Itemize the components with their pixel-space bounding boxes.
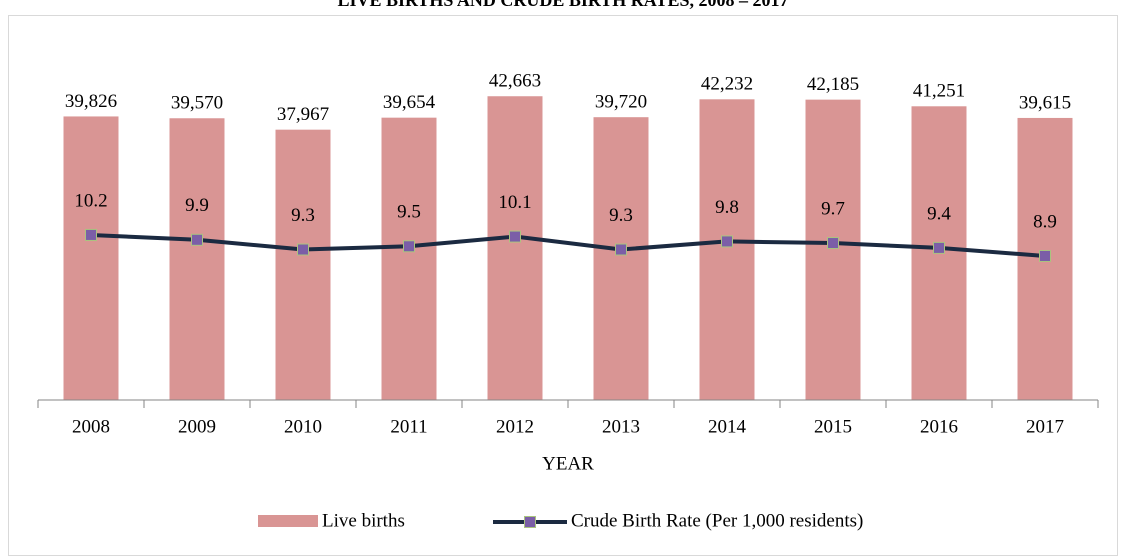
bar-value-label: 41,251 [913,81,965,102]
bar [805,99,861,401]
legend-swatch [258,515,318,527]
legend-label: Live births [322,510,405,531]
x-tick-label: 2009 [178,416,216,437]
chart-border [8,15,1118,556]
bar [593,117,649,400]
x-tick-label: 2014 [708,416,747,437]
line-marker [827,237,839,250]
line-marker [721,235,733,248]
x-tick-label: 2016 [920,416,958,437]
bar [275,129,331,400]
line-value-label: 9.8 [715,197,739,218]
bar [381,117,437,401]
line-value-label: 9.4 [927,203,951,224]
line-marker [403,240,415,253]
bar-value-label: 39,654 [383,92,436,113]
line-value-label: 9.9 [185,195,209,216]
line-value-label: 8.9 [1033,211,1057,232]
line-value-label: 9.7 [821,198,845,219]
line-value-label: 10.2 [74,190,107,211]
x-tick-label: 2010 [284,416,322,437]
line-marker [85,228,97,241]
line-marker [297,243,309,256]
line-marker [191,233,203,246]
bar-value-label: 39,826 [65,91,117,112]
line-value-label: 9.3 [291,205,315,226]
line-marker [509,230,521,243]
bar-value-label: 37,967 [277,104,329,125]
bar-value-label: 42,185 [807,74,859,95]
bar-value-label: 42,232 [701,74,753,95]
bar-value-label: 39,570 [171,93,223,114]
chart-title: LIVE BIRTHS AND CRUDE BIRTH RATES, 2008 … [338,0,789,10]
bar [699,99,755,400]
bar [487,96,543,400]
bar-value-label: 39,720 [595,92,647,113]
x-tick-label: 2012 [496,416,534,437]
line [90,232,1046,258]
line-marker [1039,249,1051,262]
bar [63,116,119,401]
line-marker [933,241,945,254]
x-axis-label: YEAR [542,453,594,474]
x-tick-label: 2017 [1026,416,1064,437]
legend-marker [524,516,536,528]
bar-value-label: 42,663 [489,71,541,92]
x-tick-label: 2008 [72,416,110,437]
line-value-label: 9.5 [397,202,421,223]
legend-label: Crude Birth Rate (Per 1,000 residents) [571,510,863,531]
line-value-label: 9.3 [609,205,633,226]
bar-value-label: 39,615 [1019,92,1071,113]
x-tick-label: 2015 [814,416,852,437]
line-value-label: 10.1 [498,192,531,213]
bar [169,118,225,400]
line-marker [615,243,627,256]
x-tick-label: 2013 [602,416,640,437]
x-tick-label: 2011 [390,416,427,437]
